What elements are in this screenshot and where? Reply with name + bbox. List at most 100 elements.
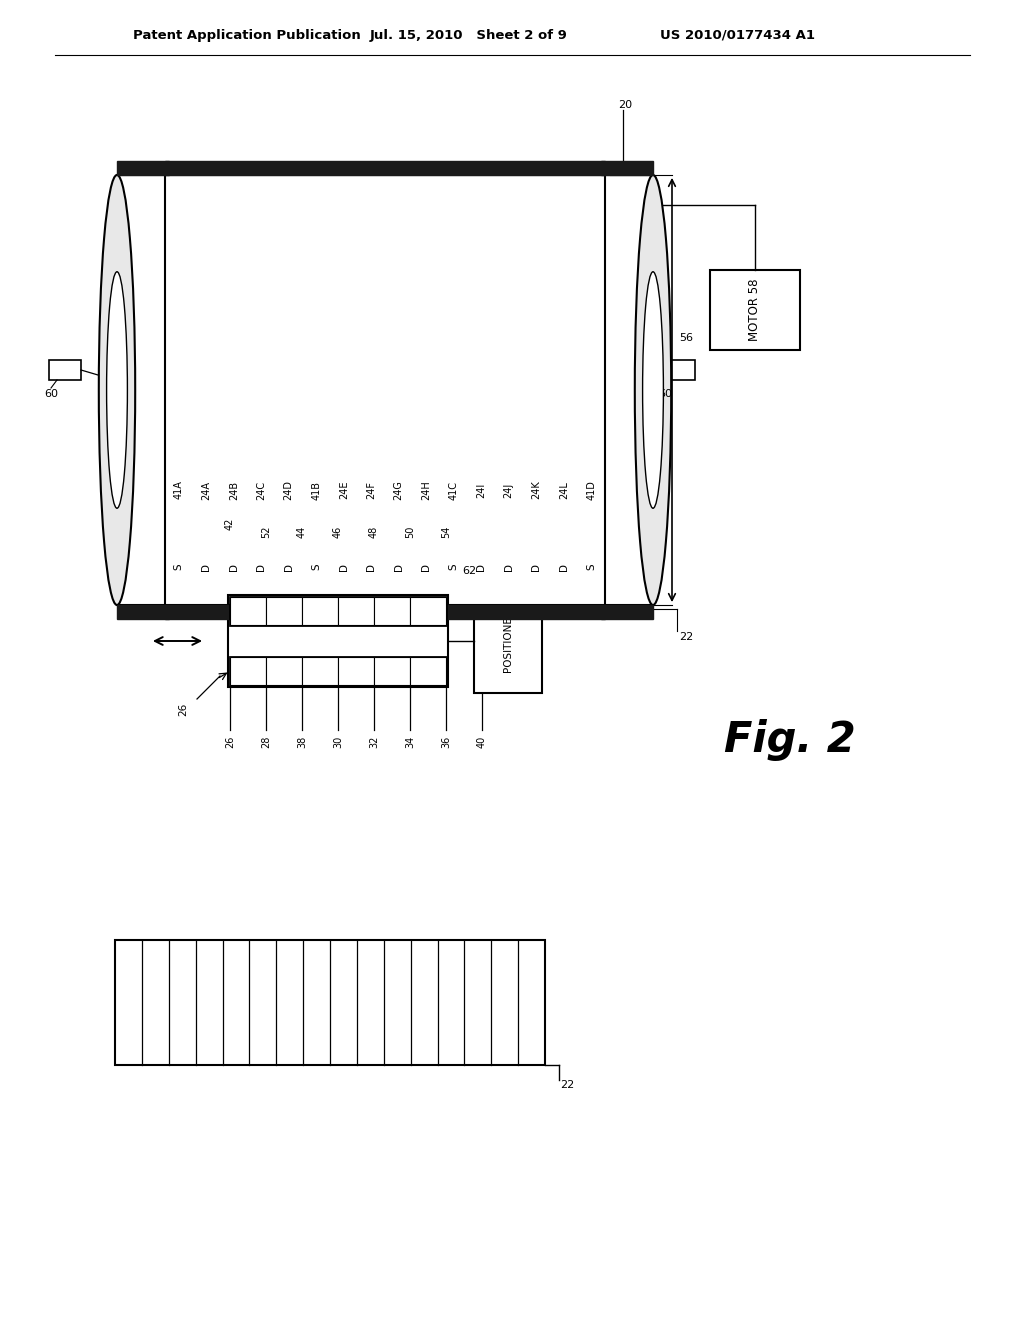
- Text: 52: 52: [261, 525, 271, 539]
- Text: S: S: [424, 605, 432, 618]
- Text: 22: 22: [560, 1080, 574, 1090]
- Bar: [115, 940, 545, 1065]
- Bar: [266, 597, 302, 624]
- Text: 24E: 24E: [339, 480, 349, 499]
- Ellipse shape: [635, 176, 671, 605]
- Bar: [338, 597, 374, 624]
- Bar: [228, 595, 449, 686]
- Bar: [710, 271, 800, 350]
- Text: D: D: [280, 664, 289, 677]
- Text: D: D: [315, 664, 325, 677]
- Text: 41C: 41C: [449, 480, 459, 499]
- Text: 56: 56: [679, 334, 693, 343]
- Text: 24B: 24B: [228, 480, 239, 499]
- Bar: [601, 605, 653, 619]
- Bar: [230, 597, 446, 624]
- Text: 42: 42: [225, 517, 234, 531]
- Text: 30: 30: [333, 735, 343, 748]
- Text: 41B: 41B: [311, 480, 322, 499]
- Text: 41A: 41A: [174, 480, 183, 499]
- Text: D: D: [351, 664, 360, 677]
- Text: 28: 28: [261, 735, 271, 748]
- Text: Jul. 15, 2010   Sheet 2 of 9: Jul. 15, 2010 Sheet 2 of 9: [370, 29, 568, 41]
- Ellipse shape: [643, 272, 664, 508]
- Text: 24L: 24L: [559, 480, 568, 499]
- Bar: [410, 657, 446, 685]
- Bar: [410, 597, 446, 624]
- Text: 46: 46: [333, 525, 343, 539]
- Bar: [663, 360, 695, 380]
- Text: 44: 44: [297, 525, 307, 539]
- Text: D: D: [387, 664, 396, 677]
- Text: Patent Application Publication: Patent Application Publication: [133, 29, 360, 41]
- Bar: [601, 176, 653, 605]
- Bar: [266, 657, 302, 685]
- Text: S: S: [174, 564, 183, 570]
- Ellipse shape: [106, 272, 127, 508]
- Text: D: D: [387, 605, 396, 618]
- Text: POSITIONER: POSITIONER: [503, 610, 513, 672]
- Text: D: D: [476, 564, 486, 572]
- Bar: [374, 657, 410, 685]
- Text: D: D: [202, 564, 211, 572]
- Bar: [601, 161, 653, 176]
- Text: 48: 48: [369, 525, 379, 539]
- Text: 24J: 24J: [504, 482, 514, 498]
- Text: D: D: [284, 564, 294, 572]
- Bar: [474, 589, 542, 693]
- Text: Fig. 2: Fig. 2: [724, 719, 856, 762]
- Bar: [49, 360, 81, 380]
- Text: 24K: 24K: [531, 480, 542, 499]
- Text: S: S: [424, 664, 432, 677]
- Bar: [230, 657, 446, 685]
- Bar: [117, 605, 169, 619]
- Text: 24A: 24A: [202, 480, 211, 499]
- Bar: [165, 605, 605, 619]
- Text: D: D: [228, 564, 239, 572]
- Bar: [302, 657, 338, 685]
- Text: 54: 54: [441, 525, 451, 539]
- Bar: [338, 657, 374, 685]
- Text: 50: 50: [406, 525, 415, 539]
- Bar: [230, 657, 266, 685]
- Text: D: D: [339, 564, 349, 572]
- Text: D: D: [394, 564, 403, 572]
- Text: MOTOR 58: MOTOR 58: [749, 279, 762, 342]
- Text: 62: 62: [462, 566, 476, 576]
- Text: 60: 60: [658, 389, 672, 399]
- Text: 24C: 24C: [256, 480, 266, 499]
- Text: 34: 34: [406, 735, 415, 748]
- Text: 24F: 24F: [367, 480, 376, 499]
- Text: 22: 22: [679, 632, 693, 642]
- Text: 24G: 24G: [394, 480, 403, 500]
- Text: 24H: 24H: [421, 480, 431, 500]
- Text: D: D: [367, 564, 376, 572]
- Text: 40: 40: [477, 735, 487, 748]
- Text: 36: 36: [441, 735, 451, 748]
- Text: D: D: [280, 605, 289, 618]
- Text: D: D: [531, 564, 542, 572]
- Text: 24D: 24D: [284, 480, 294, 500]
- Text: S: S: [245, 664, 252, 677]
- Text: 24I: 24I: [476, 482, 486, 498]
- Text: 26: 26: [178, 702, 188, 715]
- Bar: [302, 597, 338, 624]
- Bar: [117, 176, 169, 605]
- Text: D: D: [421, 564, 431, 572]
- Text: S: S: [311, 564, 322, 570]
- Text: D: D: [351, 605, 360, 618]
- Ellipse shape: [98, 176, 135, 605]
- Text: 26: 26: [225, 735, 234, 748]
- Bar: [230, 597, 266, 624]
- Text: S: S: [245, 605, 252, 618]
- Text: D: D: [256, 564, 266, 572]
- Bar: [165, 176, 605, 605]
- Text: 38: 38: [297, 735, 307, 748]
- Text: 60: 60: [44, 389, 58, 399]
- Bar: [165, 161, 605, 176]
- Text: S: S: [587, 564, 596, 570]
- Text: 41D: 41D: [587, 480, 596, 500]
- Bar: [117, 161, 169, 176]
- Bar: [374, 597, 410, 624]
- Text: 32: 32: [369, 735, 379, 748]
